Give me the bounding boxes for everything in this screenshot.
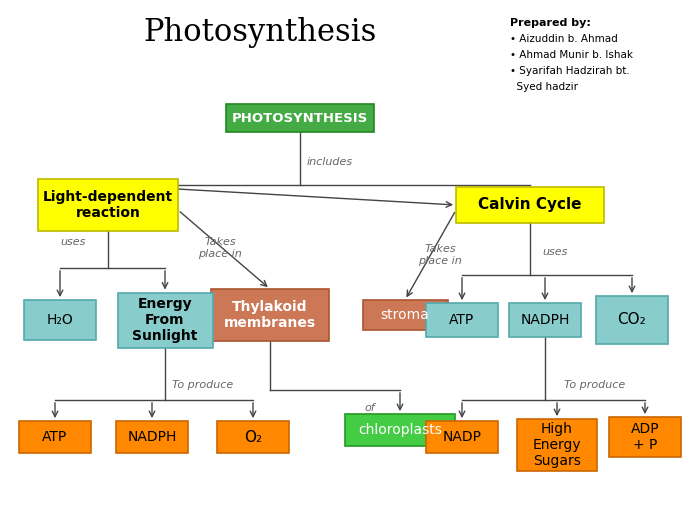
Text: Syed hadzir: Syed hadzir: [510, 82, 578, 92]
Text: ATP: ATP: [43, 430, 68, 444]
FancyBboxPatch shape: [118, 292, 213, 348]
FancyBboxPatch shape: [609, 417, 681, 457]
FancyBboxPatch shape: [226, 104, 374, 132]
Text: Takes
place in: Takes place in: [198, 237, 242, 259]
Text: Takes
place in: Takes place in: [418, 244, 462, 266]
Text: Thylakoid
membranes: Thylakoid membranes: [224, 300, 316, 330]
FancyBboxPatch shape: [363, 300, 447, 330]
Text: • Aizuddin b. Ahmad: • Aizuddin b. Ahmad: [510, 34, 617, 44]
FancyBboxPatch shape: [509, 303, 581, 337]
FancyBboxPatch shape: [456, 187, 604, 223]
Text: High
Energy
Sugars: High Energy Sugars: [533, 422, 581, 468]
Text: uses: uses: [61, 237, 86, 247]
Text: includes: includes: [307, 157, 353, 167]
FancyBboxPatch shape: [38, 179, 178, 231]
Text: ATP: ATP: [449, 313, 475, 327]
Text: To produce: To produce: [172, 380, 234, 390]
Text: Light-dependent
reaction: Light-dependent reaction: [43, 190, 173, 220]
Text: uses: uses: [542, 247, 568, 257]
Text: NADPH: NADPH: [520, 313, 570, 327]
Text: Energy
From
Sunlight: Energy From Sunlight: [132, 297, 197, 343]
Text: of: of: [365, 403, 375, 413]
FancyBboxPatch shape: [211, 289, 329, 341]
Text: H₂O: H₂O: [47, 313, 74, 327]
FancyBboxPatch shape: [217, 421, 289, 453]
Text: chloroplasts: chloroplasts: [358, 423, 442, 437]
FancyBboxPatch shape: [19, 421, 91, 453]
Text: NADP: NADP: [442, 430, 482, 444]
Text: To produce: To produce: [564, 380, 626, 390]
Text: Prepared by:: Prepared by:: [510, 18, 591, 28]
Text: ADP
+ P: ADP + P: [631, 422, 659, 452]
Text: PHOTOSYNTHESIS: PHOTOSYNTHESIS: [232, 111, 368, 124]
Text: NADPH: NADPH: [127, 430, 176, 444]
Text: • Syarifah Hadzirah bt.: • Syarifah Hadzirah bt.: [510, 66, 630, 76]
FancyBboxPatch shape: [517, 419, 597, 471]
FancyBboxPatch shape: [426, 303, 498, 337]
Text: Calvin Cycle: Calvin Cycle: [478, 197, 582, 213]
Text: Photosynthesis: Photosynthesis: [144, 16, 377, 47]
FancyBboxPatch shape: [426, 421, 498, 453]
FancyBboxPatch shape: [24, 300, 96, 340]
Text: CO₂: CO₂: [617, 312, 646, 328]
FancyBboxPatch shape: [596, 296, 668, 344]
Text: • Ahmad Munir b. Ishak: • Ahmad Munir b. Ishak: [510, 50, 633, 60]
FancyBboxPatch shape: [345, 414, 455, 446]
Text: O₂: O₂: [244, 429, 262, 445]
Text: stroma: stroma: [381, 308, 429, 322]
FancyBboxPatch shape: [116, 421, 188, 453]
